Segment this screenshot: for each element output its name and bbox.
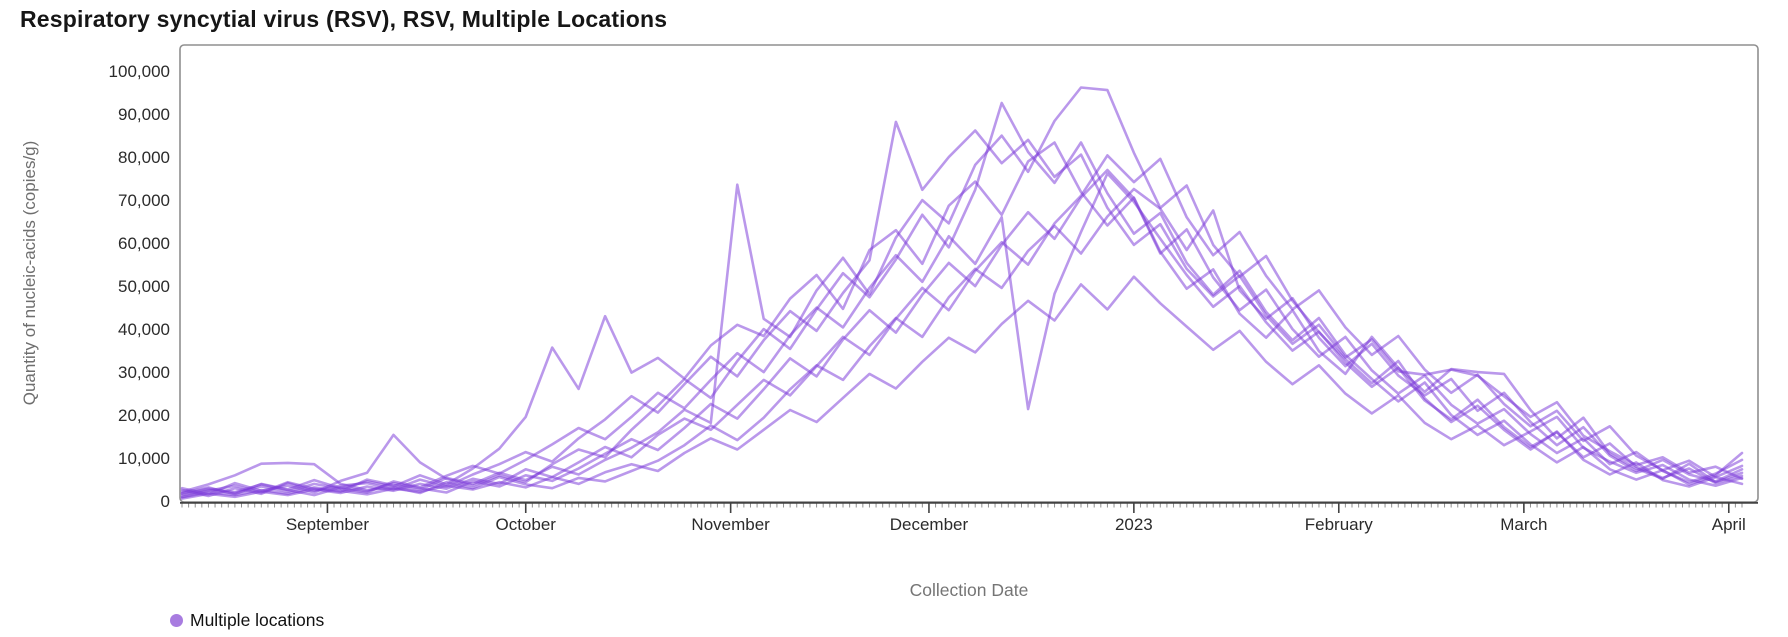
y-axis-title: Quantity of nucleic-acids (copies/g) — [20, 140, 39, 406]
chart-title: Respiratory syncytial virus (RSV), RSV, … — [20, 6, 668, 32]
legend-marker-icon — [170, 614, 183, 627]
series-line — [180, 120, 1744, 498]
x-tick-label: February — [1304, 515, 1373, 534]
series-line — [180, 172, 1744, 497]
y-tick-label: 80,000 — [118, 148, 170, 167]
x-tick-label: November — [691, 515, 770, 534]
series-line — [180, 187, 1744, 495]
x-tick-label: April — [1711, 515, 1746, 534]
series-line — [180, 101, 1744, 496]
series-line — [180, 275, 1744, 499]
y-tick-label: 10,000 — [118, 449, 170, 468]
y-tick-label: 70,000 — [118, 191, 170, 210]
y-tick-label: 50,000 — [118, 277, 170, 296]
y-tick-label: 60,000 — [118, 234, 170, 253]
x-axis-title: Collection Date — [909, 580, 1029, 600]
y-tick-label: 100,000 — [108, 62, 170, 81]
y-tick-label: 0 — [160, 492, 170, 511]
legend-label: Multiple locations — [190, 610, 325, 630]
x-tick-label: 2023 — [1114, 515, 1153, 534]
y-tick-label: 90,000 — [118, 105, 170, 124]
x-tick-label: December — [889, 515, 969, 534]
y-tick-label: 40,000 — [118, 320, 170, 339]
y-tick-label: 30,000 — [118, 363, 170, 382]
y-tick-label: 20,000 — [118, 406, 170, 425]
series-line — [180, 154, 1744, 500]
legend[interactable]: Multiple locations — [170, 610, 324, 631]
x-tick-label: March — [1500, 515, 1548, 534]
plot-frame — [179, 44, 1759, 503]
series-line — [180, 86, 1744, 499]
x-tick-label: September — [285, 515, 369, 534]
series-line — [180, 168, 1744, 497]
x-tick-label: October — [495, 515, 556, 534]
